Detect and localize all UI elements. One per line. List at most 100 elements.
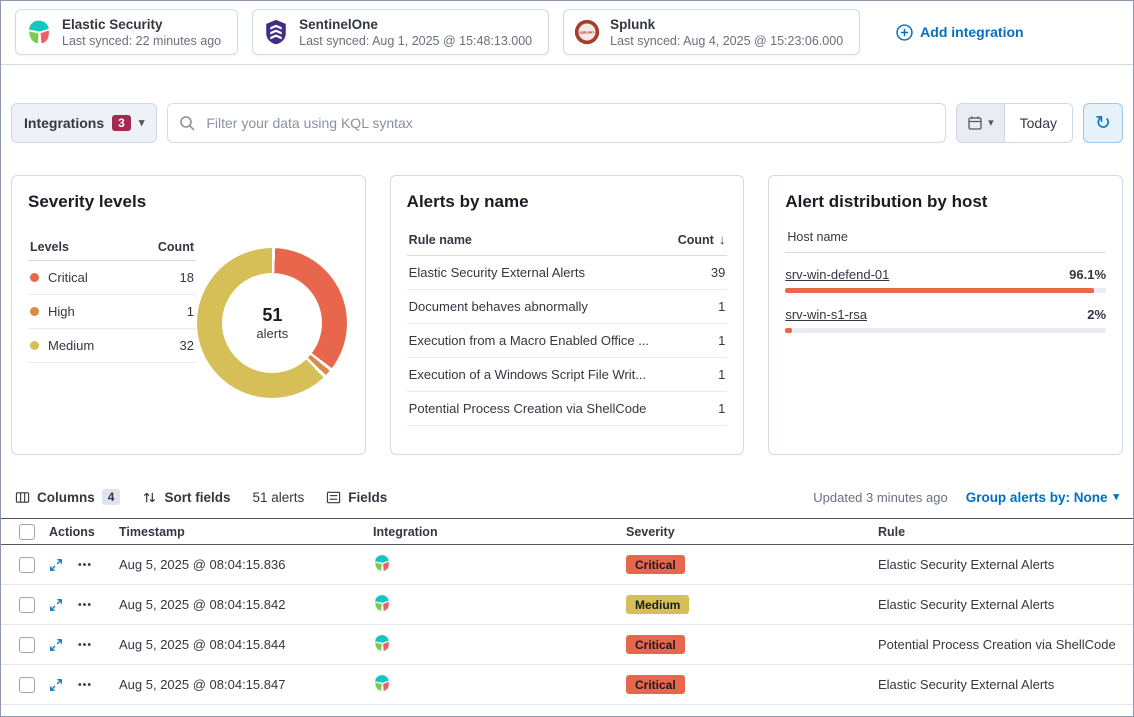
expand-alert-button[interactable] bbox=[49, 678, 63, 692]
rule-name: Execution from a Macro Enabled Office ..… bbox=[408, 333, 650, 348]
severity-badge: Medium bbox=[626, 595, 690, 614]
integration-card-elastic-security[interactable]: Elastic Security Last synced: 22 minutes… bbox=[15, 9, 239, 55]
timestamp-column-header: Timestamp bbox=[119, 524, 185, 539]
expand-alert-button[interactable] bbox=[49, 558, 63, 572]
updated-timestamp-text: Updated 3 minutes ago bbox=[813, 489, 948, 505]
chevron-down-icon: ▾ bbox=[988, 116, 994, 129]
expand-alert-button[interactable] bbox=[49, 598, 63, 612]
date-range-label: Today bbox=[1019, 115, 1057, 131]
select-all-checkbox[interactable] bbox=[19, 523, 35, 540]
host-percentage: 96.1% bbox=[1069, 267, 1107, 282]
row-checkbox[interactable] bbox=[19, 636, 35, 653]
actions-column-header: Actions bbox=[49, 524, 95, 539]
date-range-today-button[interactable]: Today bbox=[1003, 104, 1072, 142]
columns-button[interactable]: Columns 4 bbox=[15, 489, 121, 505]
more-actions-button[interactable] bbox=[77, 677, 92, 692]
integrations-count-badge: 3 bbox=[112, 115, 131, 131]
severity-levels-panel: Severity levels Levels Count Critical 18… bbox=[11, 175, 366, 455]
search-icon bbox=[179, 115, 195, 131]
more-actions-button[interactable] bbox=[77, 557, 92, 572]
sort-fields-button[interactable]: Sort fields bbox=[142, 490, 230, 505]
alert-total-value: 51 bbox=[262, 305, 283, 325]
splunk-logo-icon bbox=[574, 19, 600, 45]
rule-name: Document behaves abnormally bbox=[408, 299, 588, 314]
severity-badge: Critical bbox=[626, 675, 685, 694]
elastic-security-logo-icon bbox=[373, 674, 391, 692]
alerts-by-name-row: Execution from a Macro Enabled Office ..… bbox=[406, 324, 728, 358]
integrations-topbar: Elastic Security Last synced: 22 minutes… bbox=[1, 1, 1133, 55]
alerts-by-name-row: Elastic Security External Alerts 39 bbox=[406, 256, 728, 290]
ellipsis-icon bbox=[77, 597, 92, 612]
elastic-security-logo-icon bbox=[373, 594, 391, 612]
alerts-by-name-panel: Alerts by name Rule name Count ↓ Elastic … bbox=[389, 175, 745, 455]
alert-table-row: Aug 5, 2025 @ 08:04:15.836 Critical Elas… bbox=[1, 545, 1133, 585]
rule-count: 1 bbox=[718, 367, 726, 382]
chevron-down-icon: ▾ bbox=[138, 116, 145, 129]
more-actions-button[interactable] bbox=[77, 637, 92, 652]
row-checkbox[interactable] bbox=[19, 676, 35, 693]
more-actions-button[interactable] bbox=[77, 597, 92, 612]
severity-donut[interactable]: 51 alerts bbox=[197, 248, 348, 398]
host-bar-fill bbox=[785, 288, 1094, 293]
alert-count-text: 51 alerts bbox=[252, 489, 305, 505]
count-column-header[interactable]: Count ↓ bbox=[677, 232, 726, 247]
alerts-by-name-row: PowerShell Obfuscation Suspicious Inv...… bbox=[407, 426, 728, 436]
severity-level-label: Critical bbox=[48, 270, 88, 285]
severity-level-count: 32 bbox=[179, 338, 194, 353]
host-name-link[interactable]: srv-win-defend-01 bbox=[785, 267, 890, 282]
chevron-down-icon: ▾ bbox=[1113, 490, 1119, 503]
integration-last-synced: Last synced: Aug 4, 2025 @ 15:23:06.000 bbox=[610, 33, 844, 48]
date-picker-button[interactable]: ▾ bbox=[957, 104, 1004, 142]
calendar-icon bbox=[967, 115, 983, 131]
integration-last-synced: Last synced: 22 minutes ago bbox=[62, 33, 222, 48]
severity-row-high[interactable]: High 1 bbox=[28, 295, 196, 329]
sort-fields-icon bbox=[142, 490, 157, 505]
severity-column-header: Severity bbox=[626, 524, 675, 539]
medium-dot-icon bbox=[30, 341, 39, 350]
alert-table-row: Aug 5, 2025 @ 08:04:15.847 Critical Elas… bbox=[1, 665, 1133, 705]
add-integration-button[interactable]: Add integration bbox=[896, 24, 1024, 41]
critical-dot-icon bbox=[30, 273, 39, 282]
severity-badge: Critical bbox=[626, 635, 685, 654]
integrations-filter-button[interactable]: Integrations 3 ▾ bbox=[11, 103, 158, 143]
severity-level-count: 1 bbox=[186, 304, 194, 319]
alerts-by-name-table: Rule name Count ↓ Elastic Security Extern… bbox=[406, 224, 728, 436]
alerts-table-toolbar: Columns 4 Sort fields 51 alerts Fields U… bbox=[1, 482, 1133, 512]
fields-label: Fields bbox=[348, 489, 388, 505]
severity-row-critical[interactable]: Critical 18 bbox=[28, 261, 196, 295]
ellipsis-icon bbox=[77, 637, 92, 652]
columns-label: Columns bbox=[37, 489, 95, 505]
integration-card-sentinelone[interactable]: SentinelOne Last synced: Aug 1, 2025 @ 1… bbox=[252, 9, 550, 55]
kql-search-input[interactable] bbox=[167, 103, 947, 143]
alert-timestamp: Aug 5, 2025 @ 08:04:15.842 bbox=[119, 597, 286, 612]
host-name-link[interactable]: srv-win-s1-rsa bbox=[785, 307, 867, 322]
severity-level-label: High bbox=[48, 304, 75, 319]
refresh-button[interactable]: ↻ bbox=[1083, 103, 1123, 143]
host-bar-row: srv-win-defend-01 96.1% bbox=[785, 267, 1107, 293]
alerts-table-header: Actions Timestamp Integration Severity R… bbox=[1, 518, 1133, 545]
rule-name: Elastic Security External Alerts bbox=[408, 265, 585, 280]
rule-count: 1 bbox=[718, 299, 726, 314]
sort-descending-icon: ↓ bbox=[718, 232, 726, 247]
elastic-security-logo-icon bbox=[373, 634, 391, 652]
fields-button[interactable]: Fields bbox=[326, 490, 387, 505]
group-alerts-by-dropdown[interactable]: Group alerts by: None ▾ bbox=[966, 490, 1119, 505]
rule-name: Potential Process Creation via ShellCode bbox=[408, 401, 647, 416]
severity-row-medium[interactable]: Medium 32 bbox=[28, 329, 196, 363]
ellipsis-icon bbox=[77, 557, 92, 572]
ellipsis-icon bbox=[77, 677, 92, 692]
row-checkbox[interactable] bbox=[19, 556, 35, 573]
integration-last-synced: Last synced: Aug 1, 2025 @ 15:48:13.000 bbox=[299, 33, 533, 48]
alert-table-row: Aug 5, 2025 @ 08:04:15.844 Critical Pote… bbox=[1, 625, 1133, 665]
integration-card-splunk[interactable]: Splunk Last synced: Aug 4, 2025 @ 15:23:… bbox=[563, 9, 861, 55]
rule-column-header: Rule bbox=[878, 524, 906, 539]
integration-name: Splunk bbox=[610, 16, 656, 32]
expand-alert-button[interactable] bbox=[49, 638, 63, 652]
panel-title: Alerts by name bbox=[406, 192, 529, 211]
summary-panels: Severity levels Levels Count Critical 18… bbox=[1, 175, 1133, 455]
rule-name-column-header: Rule name bbox=[408, 232, 472, 247]
row-checkbox[interactable] bbox=[19, 596, 35, 613]
plus-circle-icon bbox=[896, 24, 913, 41]
sort-fields-label: Sort fields bbox=[164, 489, 231, 505]
